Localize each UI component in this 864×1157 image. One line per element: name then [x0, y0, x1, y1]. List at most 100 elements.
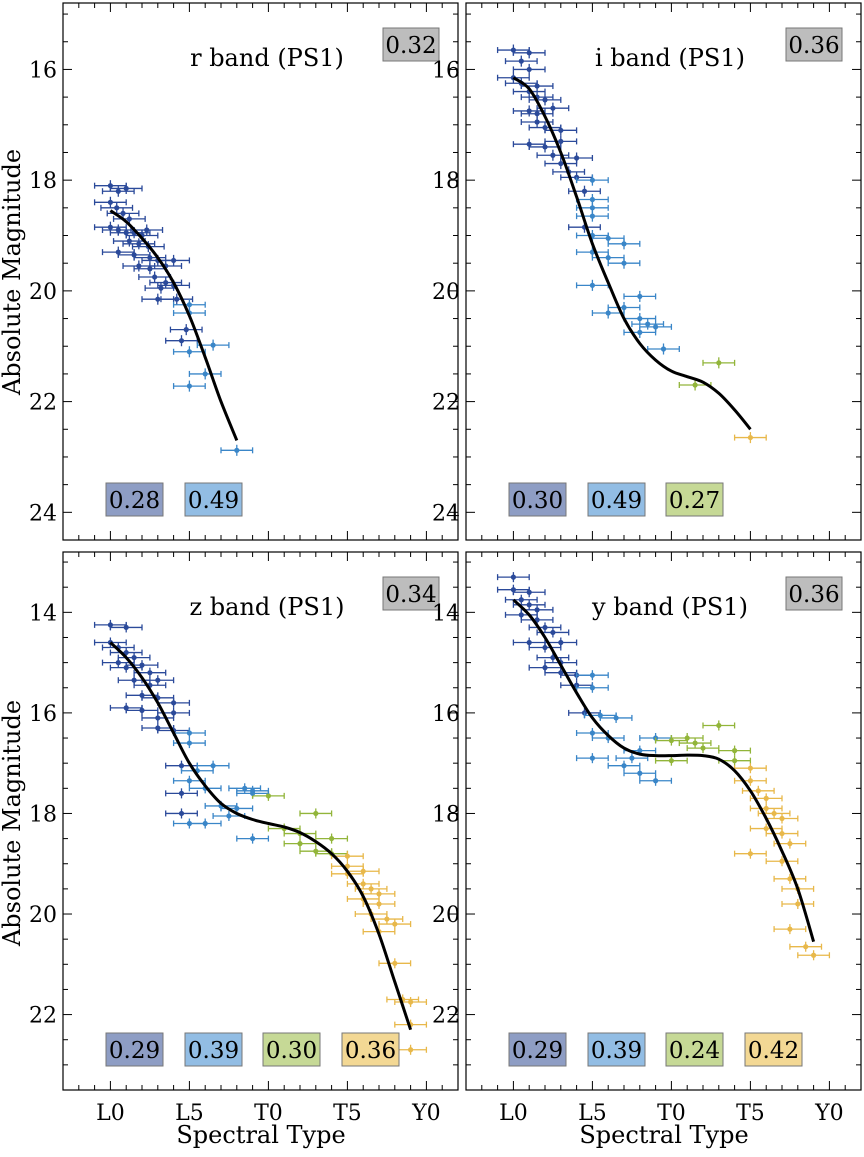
data-point — [623, 313, 657, 325]
data-point — [512, 47, 546, 59]
data-point — [378, 958, 412, 969]
x-axis-label-right: Spectral Type — [579, 1121, 748, 1149]
data-point — [330, 851, 364, 862]
band-label: r band (PS1) — [190, 44, 344, 72]
svg-text:0.36: 0.36 — [345, 1038, 396, 1064]
data-point — [228, 783, 262, 794]
y-tick-label: 16 — [432, 58, 460, 83]
x-tick-label: T0 — [254, 1101, 283, 1126]
data-point — [654, 755, 688, 766]
panel-3: 14 16 18 20 22 L0 L5 T0 T5 Y0 z band (PS1) 0.34 0.29… — [29, 551, 459, 1126]
data-point — [196, 760, 230, 771]
data-point — [639, 321, 673, 333]
data-point — [512, 105, 546, 117]
data-point — [536, 627, 570, 638]
y-tick-label: 22 — [432, 391, 460, 416]
data-point — [647, 343, 680, 355]
data-point — [733, 848, 767, 859]
data-point — [165, 808, 198, 819]
data-point — [512, 587, 546, 598]
total-scatter-box: 0.36 — [785, 27, 843, 62]
total-scatter-box: 0.32 — [382, 27, 440, 62]
group-scatter-box-l5-l9: 0.39 — [587, 1032, 646, 1067]
data-point — [165, 335, 198, 347]
group-scatter-box-l5-l9: 0.49 — [587, 482, 646, 517]
data-point — [607, 760, 641, 771]
data-point — [93, 196, 127, 208]
group-scatter-box-l0-l4: 0.29 — [105, 1032, 164, 1067]
panel-frame — [62, 551, 459, 1091]
x-tick-label: Y0 — [411, 1101, 441, 1126]
data-point — [623, 290, 657, 302]
svg-text:0.24: 0.24 — [669, 1038, 720, 1064]
group-scatter-box-t5-t9: 0.42 — [744, 1032, 803, 1067]
data-point — [528, 94, 562, 106]
data-point — [157, 254, 191, 266]
data-point — [575, 279, 609, 291]
fit-curve — [512, 598, 816, 943]
data-point — [496, 572, 530, 583]
data-point — [520, 80, 554, 92]
y-tick-label: 18 — [432, 169, 460, 194]
x-tick-label: T5 — [333, 1101, 362, 1126]
data-point — [560, 152, 594, 164]
data-point — [591, 307, 625, 319]
data-point — [330, 861, 364, 872]
data-point — [109, 622, 143, 633]
total-scatter-box: 0.34 — [382, 576, 440, 611]
x-tick-label: L0 — [96, 1101, 125, 1126]
data-point — [575, 670, 609, 681]
data-point — [504, 55, 538, 67]
data-point — [188, 818, 222, 829]
data-point — [733, 432, 767, 444]
panel-1: 16 18 20 22 24 r band (PS1) 0.32 0.28 0.49 — [29, 2, 459, 541]
data-point — [101, 185, 135, 197]
total-scatter-box: 0.36 — [785, 576, 843, 611]
data-point — [109, 182, 143, 194]
band-label: y band (PS1) — [591, 593, 748, 621]
data-point — [623, 768, 657, 779]
data-point — [733, 775, 767, 786]
panel-4: 14 16 18 20 22 L0 L5 T0 T5 Y0 y band (PS1) 0.36 0.29… — [432, 551, 862, 1126]
data-point — [639, 775, 673, 786]
data-point — [172, 380, 206, 392]
data-point — [122, 238, 156, 250]
y-axis-label-bottom: Absolute Magnitude — [0, 700, 26, 947]
data-point — [544, 637, 578, 648]
data-point — [686, 743, 720, 754]
data-point — [220, 444, 254, 456]
svg-text:0.34: 0.34 — [385, 582, 436, 608]
fit-curve — [109, 641, 413, 1031]
group-scatter-box-l0-l4: 0.29 — [508, 1032, 567, 1067]
data-point — [631, 318, 665, 330]
svg-text:0.27: 0.27 — [669, 488, 720, 514]
fit-curve — [109, 209, 239, 441]
y-tick-label: 22 — [29, 1004, 57, 1029]
group-scatter-box-l5-l9: 0.39 — [184, 1032, 243, 1067]
data-point — [575, 753, 609, 764]
band-label: i band (PS1) — [595, 44, 745, 72]
data-point — [172, 299, 206, 311]
data-point — [765, 856, 799, 867]
data-point — [702, 357, 736, 369]
data-point — [378, 919, 412, 930]
y-tick-label: 14 — [432, 601, 460, 626]
svg-text:0.29: 0.29 — [512, 1038, 563, 1064]
svg-text:0.39: 0.39 — [188, 1038, 239, 1064]
y-tick-label: 18 — [432, 802, 460, 827]
y-tick-label: 16 — [432, 702, 460, 727]
panel-frame — [465, 551, 862, 1091]
data-point — [165, 788, 198, 799]
data-point — [749, 803, 783, 814]
data-point — [718, 745, 752, 756]
data-point — [607, 238, 641, 250]
y-tick-label: 20 — [29, 903, 57, 928]
data-point — [236, 833, 270, 844]
data-point — [299, 808, 333, 819]
data-point — [702, 720, 736, 731]
data-point — [544, 135, 578, 147]
data-point — [678, 738, 712, 749]
band-label: z band (PS1) — [190, 593, 345, 621]
data-point — [160, 293, 194, 305]
